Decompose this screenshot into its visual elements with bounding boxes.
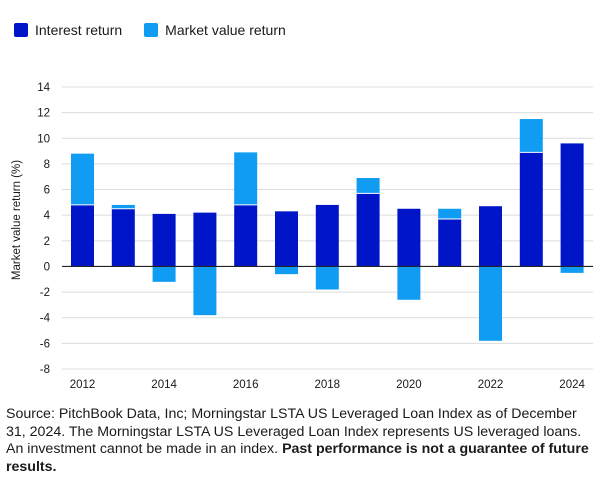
- bar-interest-2018: [315, 204, 339, 267]
- y-tick-label-12: 12: [37, 108, 50, 120]
- legend-item-interest-return: Interest return: [14, 22, 122, 38]
- legend-swatch-market: [144, 23, 159, 37]
- legend-label-interest: Interest return: [35, 22, 123, 38]
- chart-legend: Interest return Market value return: [14, 22, 308, 38]
- x-tick-label-2012: 2012: [70, 379, 96, 391]
- bar-interest-2012: [71, 204, 94, 267]
- bar-market-2023: [519, 119, 543, 153]
- x-tick-label-2024: 2024: [559, 379, 585, 391]
- bar-market-2022: [479, 266, 502, 341]
- bar-interest-2023: [519, 152, 543, 267]
- y-tick-label-14: 14: [37, 82, 50, 94]
- bar-interest-2022: [479, 206, 502, 267]
- source-note: Source: PitchBook Data, Inc; Morningstar…: [6, 406, 594, 476]
- x-tick-label-2018: 2018: [315, 379, 341, 391]
- x-tick-label-2020: 2020: [396, 379, 422, 391]
- y-tick-label--8: -8: [40, 364, 50, 376]
- bar-market-2014: [152, 266, 176, 282]
- legend-item-market-value-return: Market value return: [144, 22, 286, 38]
- bar-interest-2015: [193, 212, 217, 267]
- x-tick-label-2016: 2016: [233, 379, 259, 391]
- y-tick-label-10: 10: [37, 133, 50, 145]
- x-tick-label-2022: 2022: [478, 379, 504, 391]
- bar-market-2015: [193, 266, 217, 316]
- y-tick-label--2: -2: [40, 287, 50, 299]
- bar-interest-2024: [560, 143, 584, 267]
- bar-interest-2019: [356, 193, 380, 267]
- bar-market-2019: [356, 178, 380, 194]
- bar-market-2024: [560, 266, 584, 273]
- source-disclaimer: Past performance is not a guarantee of f…: [6, 441, 589, 475]
- y-tick-label--4: -4: [40, 313, 51, 325]
- bar-interest-2017: [275, 211, 298, 267]
- bar-interest-2014: [152, 213, 176, 267]
- y-tick-label-4: 4: [44, 210, 51, 222]
- y-tick-label-2: 2: [44, 236, 50, 248]
- bar-market-2017: [275, 266, 298, 275]
- bar-market-2012: [71, 153, 94, 205]
- legend-swatch-interest: [14, 23, 28, 37]
- y-tick-label--6: -6: [40, 338, 50, 350]
- bar-market-2020: [397, 266, 421, 300]
- bar-market-2018: [315, 266, 339, 290]
- bar-market-2021: [438, 208, 462, 220]
- y-tick-label-0: 0: [44, 261, 50, 273]
- bar-interest-2021: [438, 219, 462, 267]
- y-axis-label: Market value return (%): [11, 160, 23, 280]
- bar-chart: -8 -6 -4 -2 0 2 4 6 8 10 12 14 Market value return (…: [11, 82, 593, 391]
- bar-market-2013: [111, 204, 135, 209]
- bar-interest-2016: [234, 204, 258, 267]
- y-tick-label-8: 8: [44, 159, 50, 171]
- source-text: Source: PitchBook Data, Inc; Morningstar…: [6, 406, 582, 457]
- y-tick-label-6: 6: [44, 185, 50, 197]
- bar-market-2016: [234, 152, 258, 205]
- bar-interest-2020: [397, 208, 421, 267]
- bar-interest-2013: [111, 208, 135, 267]
- legend-label-market: Market value return: [165, 22, 286, 38]
- x-tick-label-2014: 2014: [151, 379, 177, 391]
